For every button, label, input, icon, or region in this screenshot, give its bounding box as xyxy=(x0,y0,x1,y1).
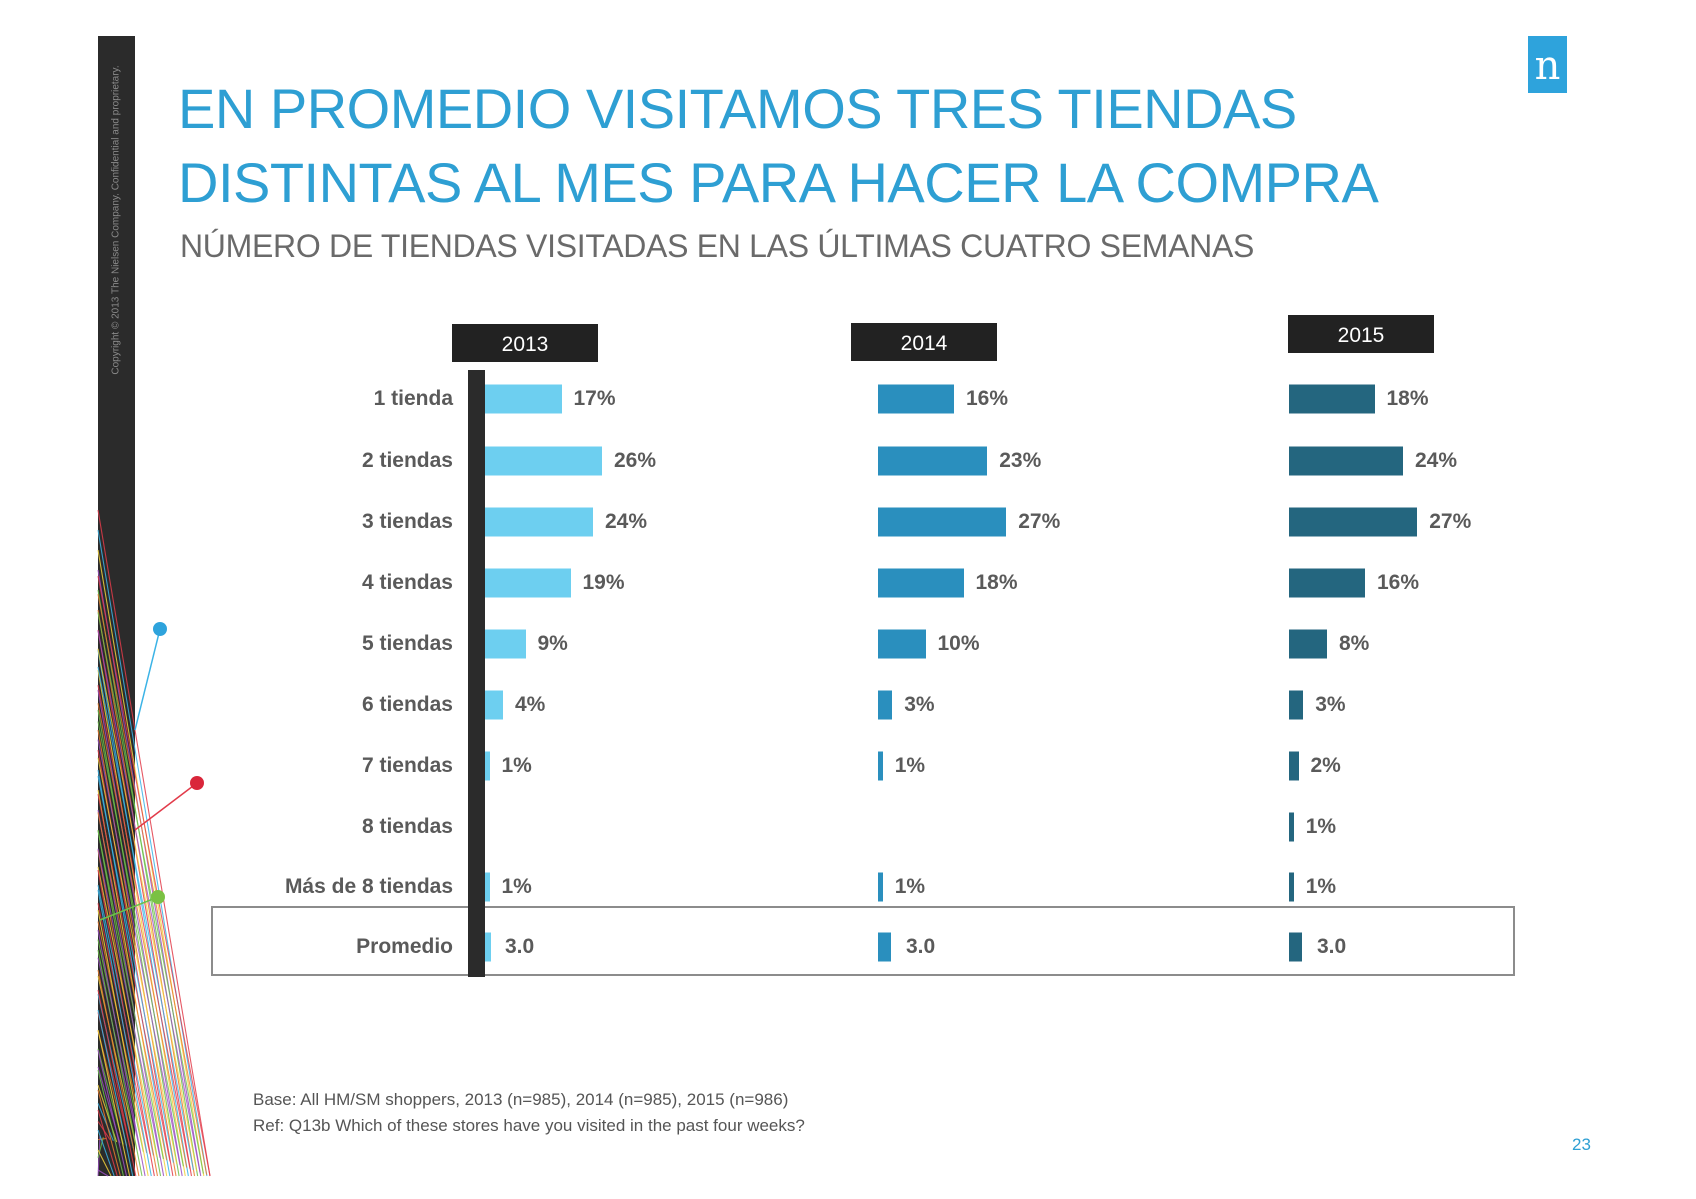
value-label-2013: 1% xyxy=(501,875,532,898)
category-label: 3 tiendas xyxy=(361,510,453,533)
footnote-ref: Ref: Q13b Which of these stores have you… xyxy=(253,1116,805,1135)
bar-2015-3 xyxy=(1289,507,1418,537)
promedio-value-2013: 3.0 xyxy=(505,935,535,958)
value-label-2014: 10% xyxy=(937,632,980,655)
bar-2013-5 xyxy=(485,629,526,659)
category-label: 4 tiendas xyxy=(361,571,453,594)
value-label-2015: 18% xyxy=(1386,387,1429,410)
value-label-2015: 8% xyxy=(1339,632,1370,655)
bar-2015-6 xyxy=(1289,690,1304,720)
value-label-2013: 26% xyxy=(614,449,657,472)
bar-2013-3 xyxy=(485,507,593,537)
title-line-1: EN PROMEDIO VISITAMOS TRES TIENDAS xyxy=(178,77,1297,140)
bar-2015-4 xyxy=(1289,568,1365,598)
value-label-2015: 16% xyxy=(1377,571,1420,594)
value-label-2013: 1% xyxy=(501,754,532,777)
bar-2013-6 xyxy=(485,690,503,720)
red-dot-icon xyxy=(190,776,204,790)
page-number: 23 xyxy=(1572,1135,1591,1154)
blue-dot-icon xyxy=(153,622,167,636)
value-label-2015: 1% xyxy=(1305,875,1337,898)
category-label: 8 tiendas xyxy=(361,815,453,838)
value-label-2013: 4% xyxy=(515,693,546,716)
promedio-value-2014: 3.0 xyxy=(906,935,936,958)
bar-2013-promedio xyxy=(485,932,491,962)
footnote-base: Base: All HM/SM shoppers, 2013 (n=985), … xyxy=(253,1090,789,1109)
category-label: 2 tiendas xyxy=(361,449,453,472)
page-title: EN PROMEDIO VISITAMOS TRES TIENDAS DISTI… xyxy=(178,72,1379,220)
value-label-2015: 1% xyxy=(1305,815,1337,838)
bar-2014-5 xyxy=(878,629,926,659)
bar-2013-4 xyxy=(485,568,571,598)
bar-2014-2 xyxy=(878,446,988,476)
title-line-2: DISTINTAS AL MES PARA HACER LA COMPRA xyxy=(178,151,1379,214)
value-label-2013: 17% xyxy=(573,387,616,410)
value-label-2014: 16% xyxy=(966,387,1009,410)
category-label: 7 tiendas xyxy=(361,754,453,777)
bar-2015-8 xyxy=(1289,812,1294,842)
green-dot-icon xyxy=(151,890,165,904)
bar-2014-3 xyxy=(878,507,1007,537)
value-label-2014: 27% xyxy=(1018,510,1061,533)
year-header-2014: 2014 xyxy=(851,323,997,361)
bar-2013-1 xyxy=(485,384,562,414)
promedio-highlight-box xyxy=(211,906,1515,976)
category-label-promedio: Promedio xyxy=(356,935,453,958)
decorative-mesh-graphic xyxy=(97,509,211,1177)
category-label: 5 tiendas xyxy=(361,632,453,655)
value-label-2013: 24% xyxy=(605,510,648,533)
category-label: 1 tienda xyxy=(373,387,453,410)
value-label-2015: 24% xyxy=(1415,449,1458,472)
value-label-2014: 23% xyxy=(999,449,1042,472)
bar-2015-promedio xyxy=(1289,932,1302,962)
bar-2013-2 xyxy=(485,446,602,476)
year-header-2013: 2013 xyxy=(452,324,598,362)
bar-2014-4 xyxy=(878,568,964,598)
value-label-2014: 3% xyxy=(904,693,935,716)
nielsen-logo: n xyxy=(1528,36,1567,93)
value-label-2014: 1% xyxy=(894,875,926,898)
value-label-2015: 2% xyxy=(1310,754,1341,777)
year-header-2015: 2015 xyxy=(1288,315,1434,353)
value-label-2015: 27% xyxy=(1429,510,1472,533)
value-label-2013: 9% xyxy=(537,632,568,655)
bar-2013-9 xyxy=(485,872,490,902)
category-label: Más de 8 tiendas xyxy=(284,875,453,898)
value-label-2015: 3% xyxy=(1315,693,1346,716)
promedio-value-2015: 3.0 xyxy=(1317,935,1347,958)
bar-2013-7 xyxy=(485,751,490,781)
bar-2015-9 xyxy=(1289,872,1294,902)
page-subtitle: NÚMERO DE TIENDAS VISITADAS EN LAS ÚLTIM… xyxy=(180,228,1255,264)
value-label-2014: 1% xyxy=(894,754,926,777)
bar-2014-1 xyxy=(878,384,954,414)
value-label-2013: 19% xyxy=(582,571,625,594)
bar-2014-7 xyxy=(878,751,883,781)
bar-2014-9 xyxy=(878,872,883,902)
category-label: 6 tiendas xyxy=(361,693,453,716)
chart-axis-bar xyxy=(468,370,485,977)
bar-2015-5 xyxy=(1289,629,1327,659)
bar-2015-1 xyxy=(1289,384,1375,414)
bar-2015-7 xyxy=(1289,751,1299,781)
bar-2014-promedio xyxy=(878,932,891,962)
bar-2015-2 xyxy=(1289,446,1403,476)
bar-2014-6 xyxy=(878,690,893,720)
value-label-2014: 18% xyxy=(975,571,1018,594)
